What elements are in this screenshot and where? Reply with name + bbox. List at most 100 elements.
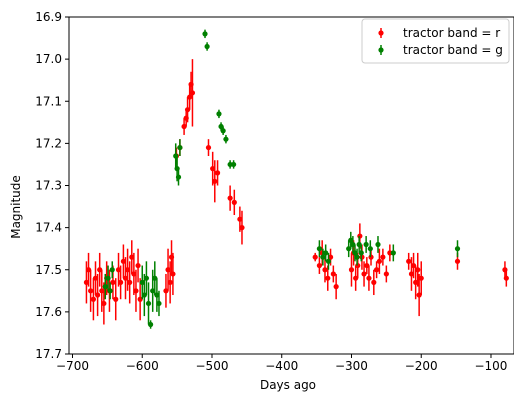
series-0-point-50 xyxy=(327,254,334,260)
series-0-point-19 xyxy=(129,254,135,260)
series-1-point-37 xyxy=(367,246,373,252)
series-0-point-48 xyxy=(322,267,328,273)
series-1-point-36 xyxy=(363,241,369,248)
series-1-point-34 xyxy=(356,241,362,248)
series-1-point-38 xyxy=(375,241,381,248)
series-1-point-27 xyxy=(323,250,329,256)
series-1-point-22 xyxy=(223,136,229,142)
series-0-point-17 xyxy=(124,267,131,273)
x-axis-label: Days ago xyxy=(260,378,316,392)
series-0-point-2 xyxy=(88,288,94,294)
series-0-point-39 xyxy=(212,178,218,184)
series-1-point-2 xyxy=(107,288,113,294)
y-axis-label: Magnitude xyxy=(9,175,23,239)
series-0-point-43 xyxy=(237,216,243,222)
series-0-point-42 xyxy=(231,199,237,205)
series-1-point-32 xyxy=(352,250,358,256)
series-0-point-46 xyxy=(316,262,322,269)
series-0-point-65 xyxy=(376,258,382,264)
series-1-point-0 xyxy=(102,284,108,290)
series-0-point-16 xyxy=(122,275,129,281)
series-1-point-6 xyxy=(143,275,150,281)
series-0-point-64 xyxy=(373,267,380,273)
series-0-point-13 xyxy=(115,267,122,273)
series-1-point-39 xyxy=(390,250,396,256)
series-0-point-25 xyxy=(165,267,171,273)
series-0-point-71 xyxy=(410,262,417,269)
series-1-point-3 xyxy=(109,267,115,273)
series-0-point-45 xyxy=(312,254,318,260)
legend-g-label: tractor band = g xyxy=(403,43,503,57)
series-1-point-29 xyxy=(346,246,352,252)
series-1-point-20 xyxy=(218,123,224,130)
series-0-point-40 xyxy=(214,170,221,176)
series-0-point-14 xyxy=(118,279,124,285)
series-0-point-70 xyxy=(408,271,415,277)
series-1-point-25 xyxy=(316,246,322,252)
series-0-point-18 xyxy=(127,279,133,285)
series-0-point-12 xyxy=(113,296,119,302)
series-1-point-15 xyxy=(175,174,182,180)
series-0-point-5 xyxy=(94,292,101,298)
series-0-point-61 xyxy=(366,275,372,281)
y-tick-label-4: 17.3 xyxy=(35,179,62,193)
y-tick-label-2: 17.1 xyxy=(35,94,62,108)
series-0-point-15 xyxy=(120,258,127,264)
legend-box xyxy=(361,18,510,64)
series-0-point-0 xyxy=(83,279,90,285)
series-0-point-21 xyxy=(133,288,139,294)
x-tick-label-2: −500 xyxy=(196,359,229,373)
series-0-point-26 xyxy=(167,279,173,285)
series-0-point-24 xyxy=(163,288,169,294)
series-1-point-26 xyxy=(320,254,326,260)
series-1-point-31 xyxy=(350,241,356,248)
series-0-point-73 xyxy=(415,267,421,273)
series-1-point-7 xyxy=(145,300,152,307)
series-0-point-78 xyxy=(503,275,509,281)
y-tick-label-6: 17.5 xyxy=(35,263,62,277)
series-1-point-10 xyxy=(154,292,160,298)
series-1-point-35 xyxy=(358,250,364,256)
x-tick-label-5: −200 xyxy=(405,359,438,373)
series-0-point-11 xyxy=(110,279,116,285)
series-0-point-74 xyxy=(416,292,422,298)
y-tick-label-8: 17.7 xyxy=(35,347,62,361)
x-tick-label-0: −700 xyxy=(56,359,89,373)
x-tick-label-6: −100 xyxy=(474,359,507,373)
series-0-point-44 xyxy=(239,225,245,231)
series-1-point-9 xyxy=(152,275,158,281)
series-1-point-5 xyxy=(141,292,147,298)
series-0-point-53 xyxy=(348,267,355,273)
y-tick-label-7: 17.6 xyxy=(35,305,62,319)
series-0-point-66 xyxy=(380,254,386,260)
series-0-point-38 xyxy=(210,166,216,172)
series-1-point-17 xyxy=(202,31,208,37)
series-0-point-20 xyxy=(131,271,137,277)
series-1-point-16 xyxy=(177,144,183,151)
series-0 xyxy=(83,59,509,325)
series-0-point-37 xyxy=(205,144,212,151)
series-0-point-69 xyxy=(406,258,412,264)
series-0-point-4 xyxy=(92,275,99,281)
series-0-point-52 xyxy=(333,284,339,290)
plot-area xyxy=(83,29,509,329)
series-1-point-1 xyxy=(105,275,111,281)
series-0-point-76 xyxy=(454,258,461,264)
series-1-point-11 xyxy=(156,300,162,307)
x-tick-label-4: −300 xyxy=(335,359,368,373)
series-0-point-31 xyxy=(181,123,187,130)
series-0-point-22 xyxy=(135,262,141,269)
y-tick-label-3: 17.2 xyxy=(35,136,62,150)
series-0-point-51 xyxy=(330,271,336,277)
series-1-point-33 xyxy=(354,254,360,260)
series-0-point-33 xyxy=(184,107,191,113)
x-tick-label-3: −400 xyxy=(265,359,298,373)
series-0-point-67 xyxy=(383,271,389,277)
series-1-point-28 xyxy=(325,258,332,264)
series-1-point-40 xyxy=(454,246,461,252)
y-tick-label-5: 17.4 xyxy=(35,221,62,235)
series-0-point-3 xyxy=(90,296,97,302)
series-1-point-8 xyxy=(150,288,156,294)
series-0-point-59 xyxy=(361,271,367,277)
